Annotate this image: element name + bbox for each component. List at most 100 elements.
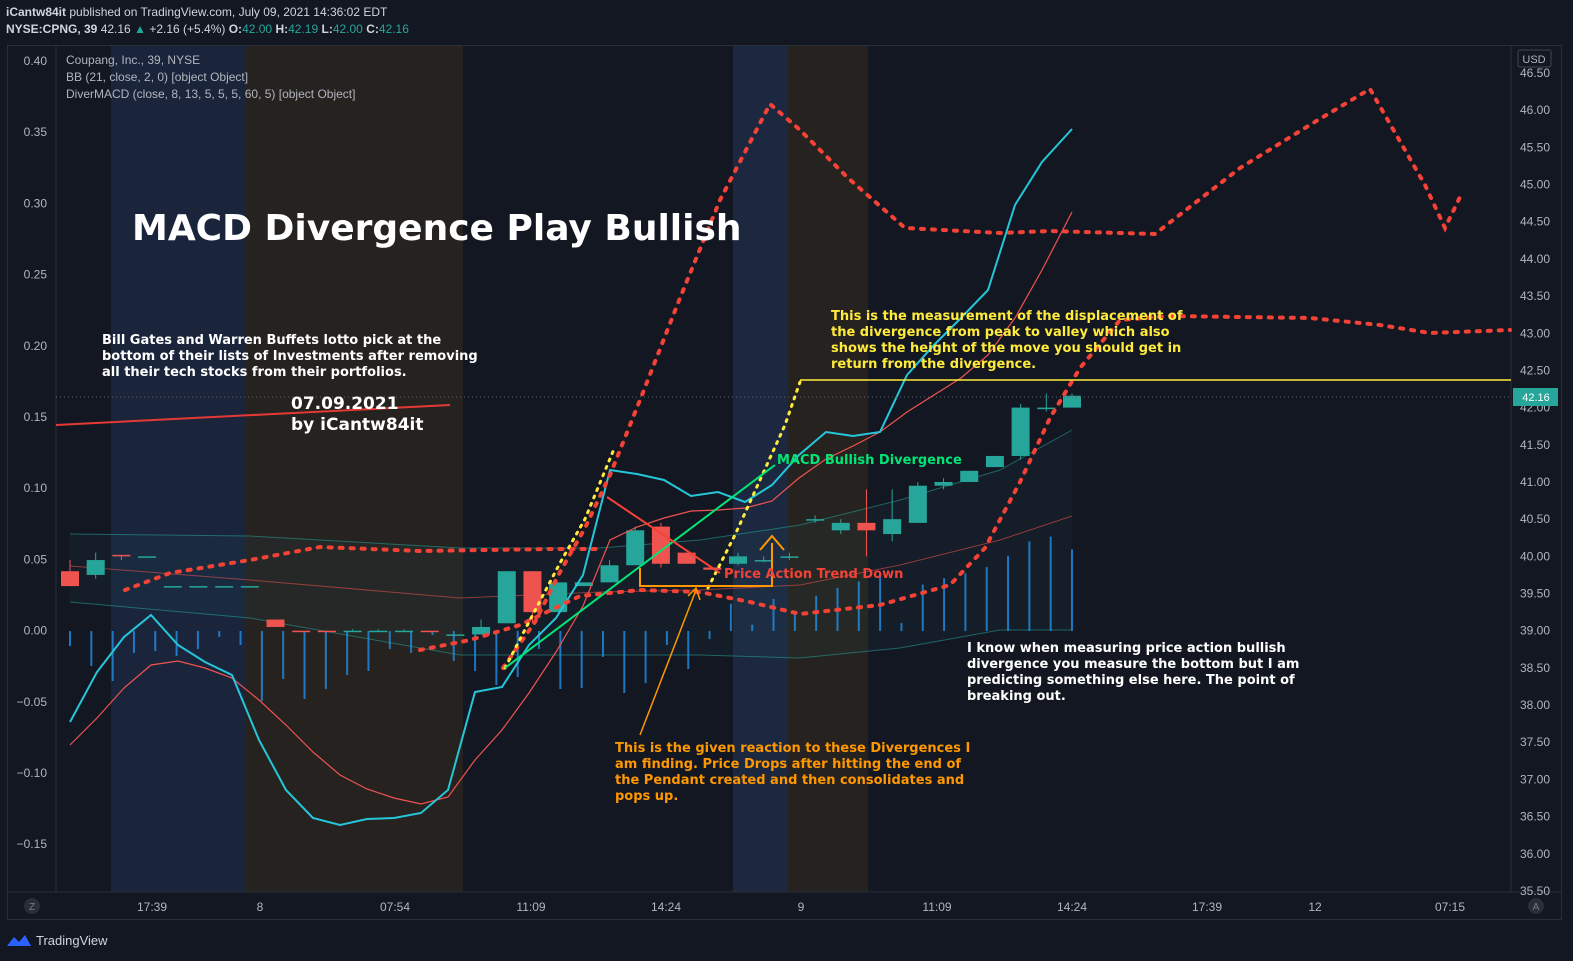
price-tick-label: 44.50 bbox=[1520, 215, 1550, 229]
bb-band-fill bbox=[70, 430, 1072, 658]
histogram-bar bbox=[772, 599, 775, 631]
dotted-lower-line bbox=[123, 544, 602, 592]
histogram-bar bbox=[921, 584, 924, 631]
legend-symbol[interactable]: Coupang, Inc., 39, NYSE bbox=[66, 53, 201, 67]
macd-histogram bbox=[69, 536, 1073, 701]
price-tick-label: 42.50 bbox=[1520, 363, 1550, 377]
dotted-yellow-line-1 bbox=[503, 447, 616, 670]
histogram-bar bbox=[964, 573, 967, 631]
histogram-bar bbox=[346, 631, 349, 675]
price-tick-label: 44.00 bbox=[1520, 252, 1550, 266]
macd-tick-label: 0.15 bbox=[24, 410, 48, 424]
macd-tick-label: 0.10 bbox=[24, 481, 48, 495]
symbol: NYSE:CPNG, 39 bbox=[6, 22, 98, 36]
candle bbox=[677, 552, 696, 564]
time-tick-label: 9 bbox=[798, 900, 805, 914]
histogram-bar bbox=[1028, 541, 1031, 631]
close-label: C: bbox=[366, 22, 379, 36]
macd-divergence-annotation[interactable]: MACD Bullish Divergence bbox=[777, 453, 962, 468]
macd-line bbox=[69, 128, 1073, 827]
author-annotation[interactable]: by iCantw84it bbox=[291, 415, 424, 435]
macd-tick-label: 0.20 bbox=[24, 339, 48, 353]
candle bbox=[163, 586, 182, 588]
histogram-bar bbox=[943, 578, 946, 631]
price-trend-down-red-line bbox=[606, 496, 721, 574]
histogram-bar bbox=[1049, 536, 1052, 631]
histogram-bar bbox=[154, 631, 157, 651]
candle bbox=[497, 571, 516, 624]
title-annotation[interactable]: MACD Divergence Play Bullish bbox=[132, 208, 742, 249]
price-tick-label: 45.50 bbox=[1520, 140, 1550, 154]
histogram-bar bbox=[282, 631, 285, 679]
brand-label: TradingView bbox=[36, 932, 108, 948]
candle bbox=[472, 619, 491, 635]
tradingview-footer[interactable]: TradingView bbox=[6, 930, 108, 950]
histogram-bar bbox=[601, 631, 604, 657]
histogram-bar bbox=[1071, 549, 1073, 631]
candle bbox=[960, 470, 979, 482]
legend-bb[interactable]: BB (21, close, 2, 0) [object Object] bbox=[66, 70, 249, 84]
price-tick-label: 41.00 bbox=[1520, 475, 1550, 489]
time-tick-label: 17:39 bbox=[137, 900, 167, 914]
candle bbox=[86, 552, 105, 579]
log-scale-button[interactable]: Z bbox=[24, 898, 40, 914]
histogram-bar bbox=[367, 631, 370, 671]
last-price-tag: 42.16 bbox=[1513, 388, 1558, 406]
histogram-bar bbox=[303, 631, 306, 699]
legend-macd[interactable]: DiverMACD (close, 8, 13, 5, 5, 5, 60, 5)… bbox=[66, 87, 356, 101]
breakout-annotation[interactable]: I know when measuring price action bulli… bbox=[967, 641, 1300, 704]
high-value: 42.19 bbox=[288, 22, 319, 36]
candle bbox=[343, 629, 362, 633]
gates-annotation[interactable]: Bill Gates and Warren Buffets lotto pick… bbox=[102, 333, 478, 380]
open-value: 42.00 bbox=[242, 22, 273, 36]
candle bbox=[240, 586, 259, 588]
histogram-bar bbox=[111, 631, 114, 681]
candlestick-series bbox=[61, 393, 1081, 636]
candle bbox=[446, 634, 465, 636]
consolidation-bracket bbox=[639, 543, 773, 587]
session-shading bbox=[111, 46, 868, 892]
reaction-annotation[interactable]: This is the given reaction to these Dive… bbox=[615, 741, 971, 804]
histogram-bar bbox=[431, 631, 434, 635]
macd-tick-label: −0.05 bbox=[17, 695, 48, 709]
price-tick-label: 38.50 bbox=[1520, 661, 1550, 675]
auto-scale-button[interactable]: A bbox=[1528, 898, 1544, 914]
time-tick-label: 14:24 bbox=[1057, 900, 1087, 914]
chart-frame bbox=[7, 45, 1562, 920]
trend-down-annotation[interactable]: Price Action Trend Down bbox=[724, 567, 904, 582]
red-trendline bbox=[55, 404, 451, 426]
time-tick-label: 07:54 bbox=[380, 900, 410, 914]
macd-axis[interactable]: 0.40 0.35 0.30 0.25 0.20 0.15 0.10 0.05 0.00 −0.0… bbox=[17, 54, 48, 851]
histogram-bar bbox=[474, 631, 477, 671]
close-value: 42.16 bbox=[378, 22, 409, 36]
low-label: L: bbox=[321, 22, 333, 36]
candle bbox=[292, 630, 311, 633]
candle bbox=[985, 455, 1004, 468]
time-tick-label: 14:24 bbox=[651, 900, 681, 914]
histogram-bar bbox=[1007, 555, 1010, 631]
candle bbox=[857, 489, 876, 557]
date-annotation[interactable]: 07.09.2021 bbox=[291, 394, 399, 414]
price-axis[interactable]: 35.50 36.00 36.50 37.00 37.50 38.00 38.50 39.00… bbox=[1520, 66, 1550, 898]
candle bbox=[831, 519, 850, 535]
histogram-bar bbox=[644, 631, 647, 683]
histogram-bar bbox=[751, 624, 754, 631]
measure-annotation[interactable]: This is the measurement of the displacem… bbox=[831, 309, 1183, 372]
log-scale-label: Z bbox=[29, 902, 35, 913]
histogram-bar bbox=[388, 631, 391, 649]
histogram-bar bbox=[90, 631, 93, 666]
macd-tick-label: 0.30 bbox=[24, 196, 48, 210]
histogram-bar bbox=[729, 603, 732, 631]
histogram-bar bbox=[687, 631, 690, 669]
price-tick-label: 38.00 bbox=[1520, 698, 1550, 712]
candle bbox=[600, 560, 619, 583]
macd-tick-label: −0.10 bbox=[17, 766, 48, 780]
time-axis[interactable]: 17:39 8 07:54 11:09 14:24 9 11:09 14:24 17:39 12 0… bbox=[137, 900, 1465, 914]
histogram-bar bbox=[495, 631, 498, 685]
histogram-bar bbox=[69, 631, 71, 646]
price-tick-label: 43.50 bbox=[1520, 289, 1550, 303]
candle bbox=[908, 481, 927, 523]
candle bbox=[266, 619, 285, 627]
macd-tick-label: 0.25 bbox=[24, 268, 48, 282]
